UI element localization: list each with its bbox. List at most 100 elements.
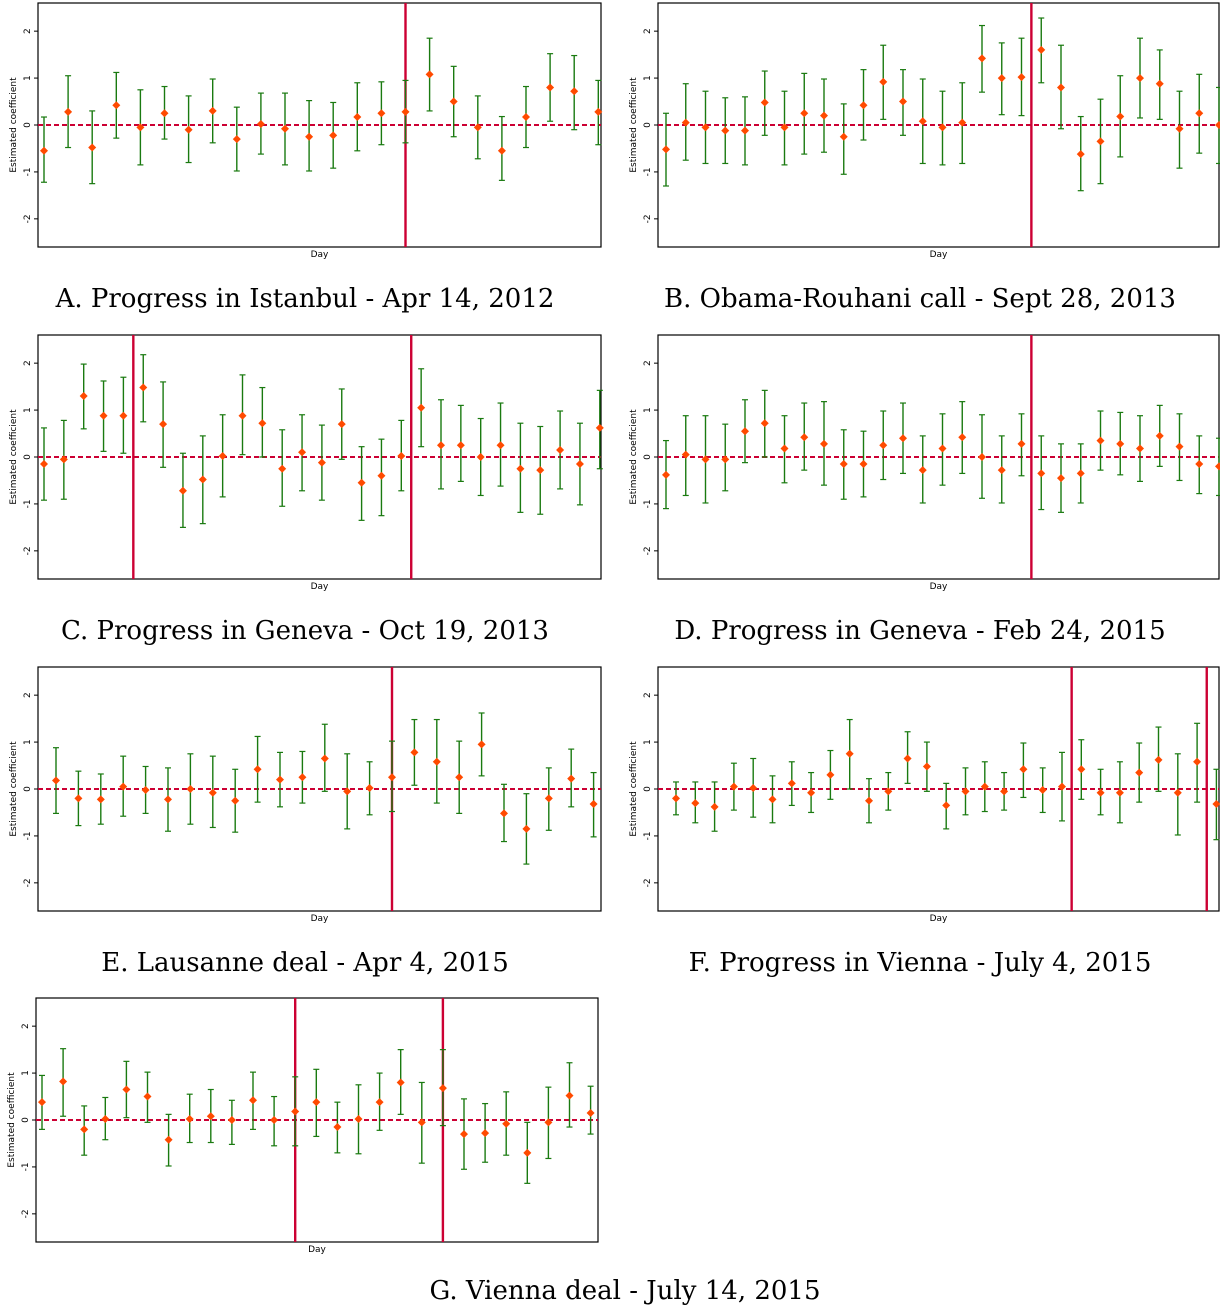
point-estimate (1096, 788, 1105, 797)
point-estimate (899, 434, 907, 443)
point-estimate (232, 135, 241, 144)
point-estimate (101, 1115, 110, 1124)
point-estimate (922, 762, 931, 771)
point-estimate (481, 1129, 490, 1138)
point-estimate (198, 475, 207, 484)
x-axis-label: Day (311, 250, 329, 260)
point-estimate (729, 782, 738, 791)
chart-caption-e: E. Lausanne deal - Apr 4, 2015 (101, 948, 509, 978)
point-estimate (516, 464, 525, 473)
y-tick-label: 1 (643, 739, 653, 745)
point-estimate (1175, 124, 1184, 133)
point-estimate (1116, 112, 1125, 121)
point-estimate (807, 788, 816, 797)
point-estimate (185, 1115, 194, 1124)
y-tick-label: 1 (21, 1070, 31, 1076)
chart-caption-a: A. Progress in Istanbul - Apr 14, 2012 (55, 284, 555, 314)
point-estimate (1155, 79, 1164, 88)
point-estimate (710, 802, 719, 811)
point-estimate (1115, 788, 1124, 797)
y-axis-label: Estimated coefficient (629, 741, 639, 837)
y-tick-label: 0 (643, 786, 653, 792)
y-tick-label: 2 (23, 692, 33, 698)
point-estimate (570, 87, 579, 96)
point-estimate (1116, 439, 1125, 448)
point-estimate (425, 70, 434, 79)
point-estimate (523, 1148, 532, 1157)
point-estimate (1136, 74, 1144, 83)
point-estimate (502, 1119, 511, 1128)
x-axis-label: Day (311, 582, 329, 592)
point-estimate (317, 458, 326, 467)
point-estimate (353, 113, 362, 122)
point-estimate (337, 420, 346, 429)
y-tick-label: -2 (643, 214, 653, 223)
y-axis-label: Estimated coefficient (9, 77, 19, 173)
point-estimate (249, 1096, 257, 1105)
point-estimate (388, 773, 396, 782)
point-estimate (357, 478, 366, 487)
point-estimate (375, 1098, 384, 1107)
point-estimate (760, 98, 769, 107)
point-estimate (899, 97, 907, 106)
point-estimate (410, 748, 419, 757)
point-estimate (276, 775, 284, 784)
point-estimate (826, 770, 835, 779)
point-estimate (980, 782, 989, 791)
point-estimate (760, 419, 769, 428)
point-estimate (1195, 460, 1204, 469)
point-estimate (589, 800, 598, 809)
point-estimate (40, 146, 48, 155)
y-tick-label: -1 (23, 499, 33, 508)
y-tick-label: 1 (23, 407, 33, 413)
point-estimate (281, 124, 289, 133)
point-estimate (1154, 755, 1163, 764)
point-estimate (298, 773, 307, 782)
y-tick-label: -1 (643, 499, 653, 508)
y-tick-label: -1 (643, 167, 653, 176)
chart-panel-g: 2 1 0 -1 -2 Estimated coefficient Day (7, 997, 599, 1255)
point-estimate (96, 795, 105, 804)
point-estimate (567, 774, 576, 783)
point-estimate (139, 383, 148, 392)
point-estimate (437, 441, 445, 450)
point-estimate (278, 464, 287, 473)
y-tick-label: 1 (643, 407, 653, 413)
point-estimate (839, 132, 848, 141)
point-estimate (978, 54, 986, 63)
point-estimate (721, 455, 730, 464)
point-estimate (1017, 439, 1026, 448)
y-tick-label: 2 (23, 28, 33, 34)
point-estimate (662, 470, 670, 479)
point-estimate (401, 107, 410, 116)
y-tick-label: 1 (23, 75, 33, 81)
point-estimate (354, 1115, 363, 1124)
point-estimate (594, 107, 603, 116)
point-estimate (879, 441, 888, 450)
point-estimate (333, 1123, 342, 1132)
point-estimate (1173, 788, 1182, 797)
point-estimate (978, 453, 986, 461)
chart-panel-e: 2 1 0 -1 -2 Estimated coefficient Day (9, 666, 602, 924)
point-estimate (575, 460, 584, 469)
point-estimate (522, 824, 531, 833)
point-estimate (903, 754, 912, 763)
point-estimate (522, 113, 530, 122)
point-estimate (40, 460, 48, 469)
x-axis-label: Day (930, 250, 948, 260)
point-estimate (460, 1130, 468, 1139)
y-tick-label: 2 (23, 360, 33, 366)
point-estimate (701, 455, 710, 464)
point-estimate (497, 146, 506, 155)
y-tick-label: -2 (643, 878, 653, 887)
point-estimate (365, 784, 374, 793)
chart-caption-c: C. Progress in Geneva - Oct 19, 2013 (61, 616, 549, 646)
point-estimate (449, 97, 458, 106)
point-estimate (258, 419, 267, 428)
point-estimate (377, 109, 386, 118)
point-estimate (231, 796, 240, 805)
point-estimate (1057, 474, 1065, 483)
point-estimate (1155, 431, 1164, 440)
point-estimate (438, 1084, 447, 1093)
point-estimate (178, 486, 187, 495)
